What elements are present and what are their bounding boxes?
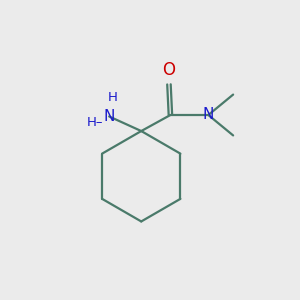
Text: N: N xyxy=(103,109,115,124)
Text: N: N xyxy=(202,107,214,122)
Text: H–: H– xyxy=(86,116,103,129)
Text: H: H xyxy=(108,91,118,104)
Text: O: O xyxy=(163,61,176,79)
